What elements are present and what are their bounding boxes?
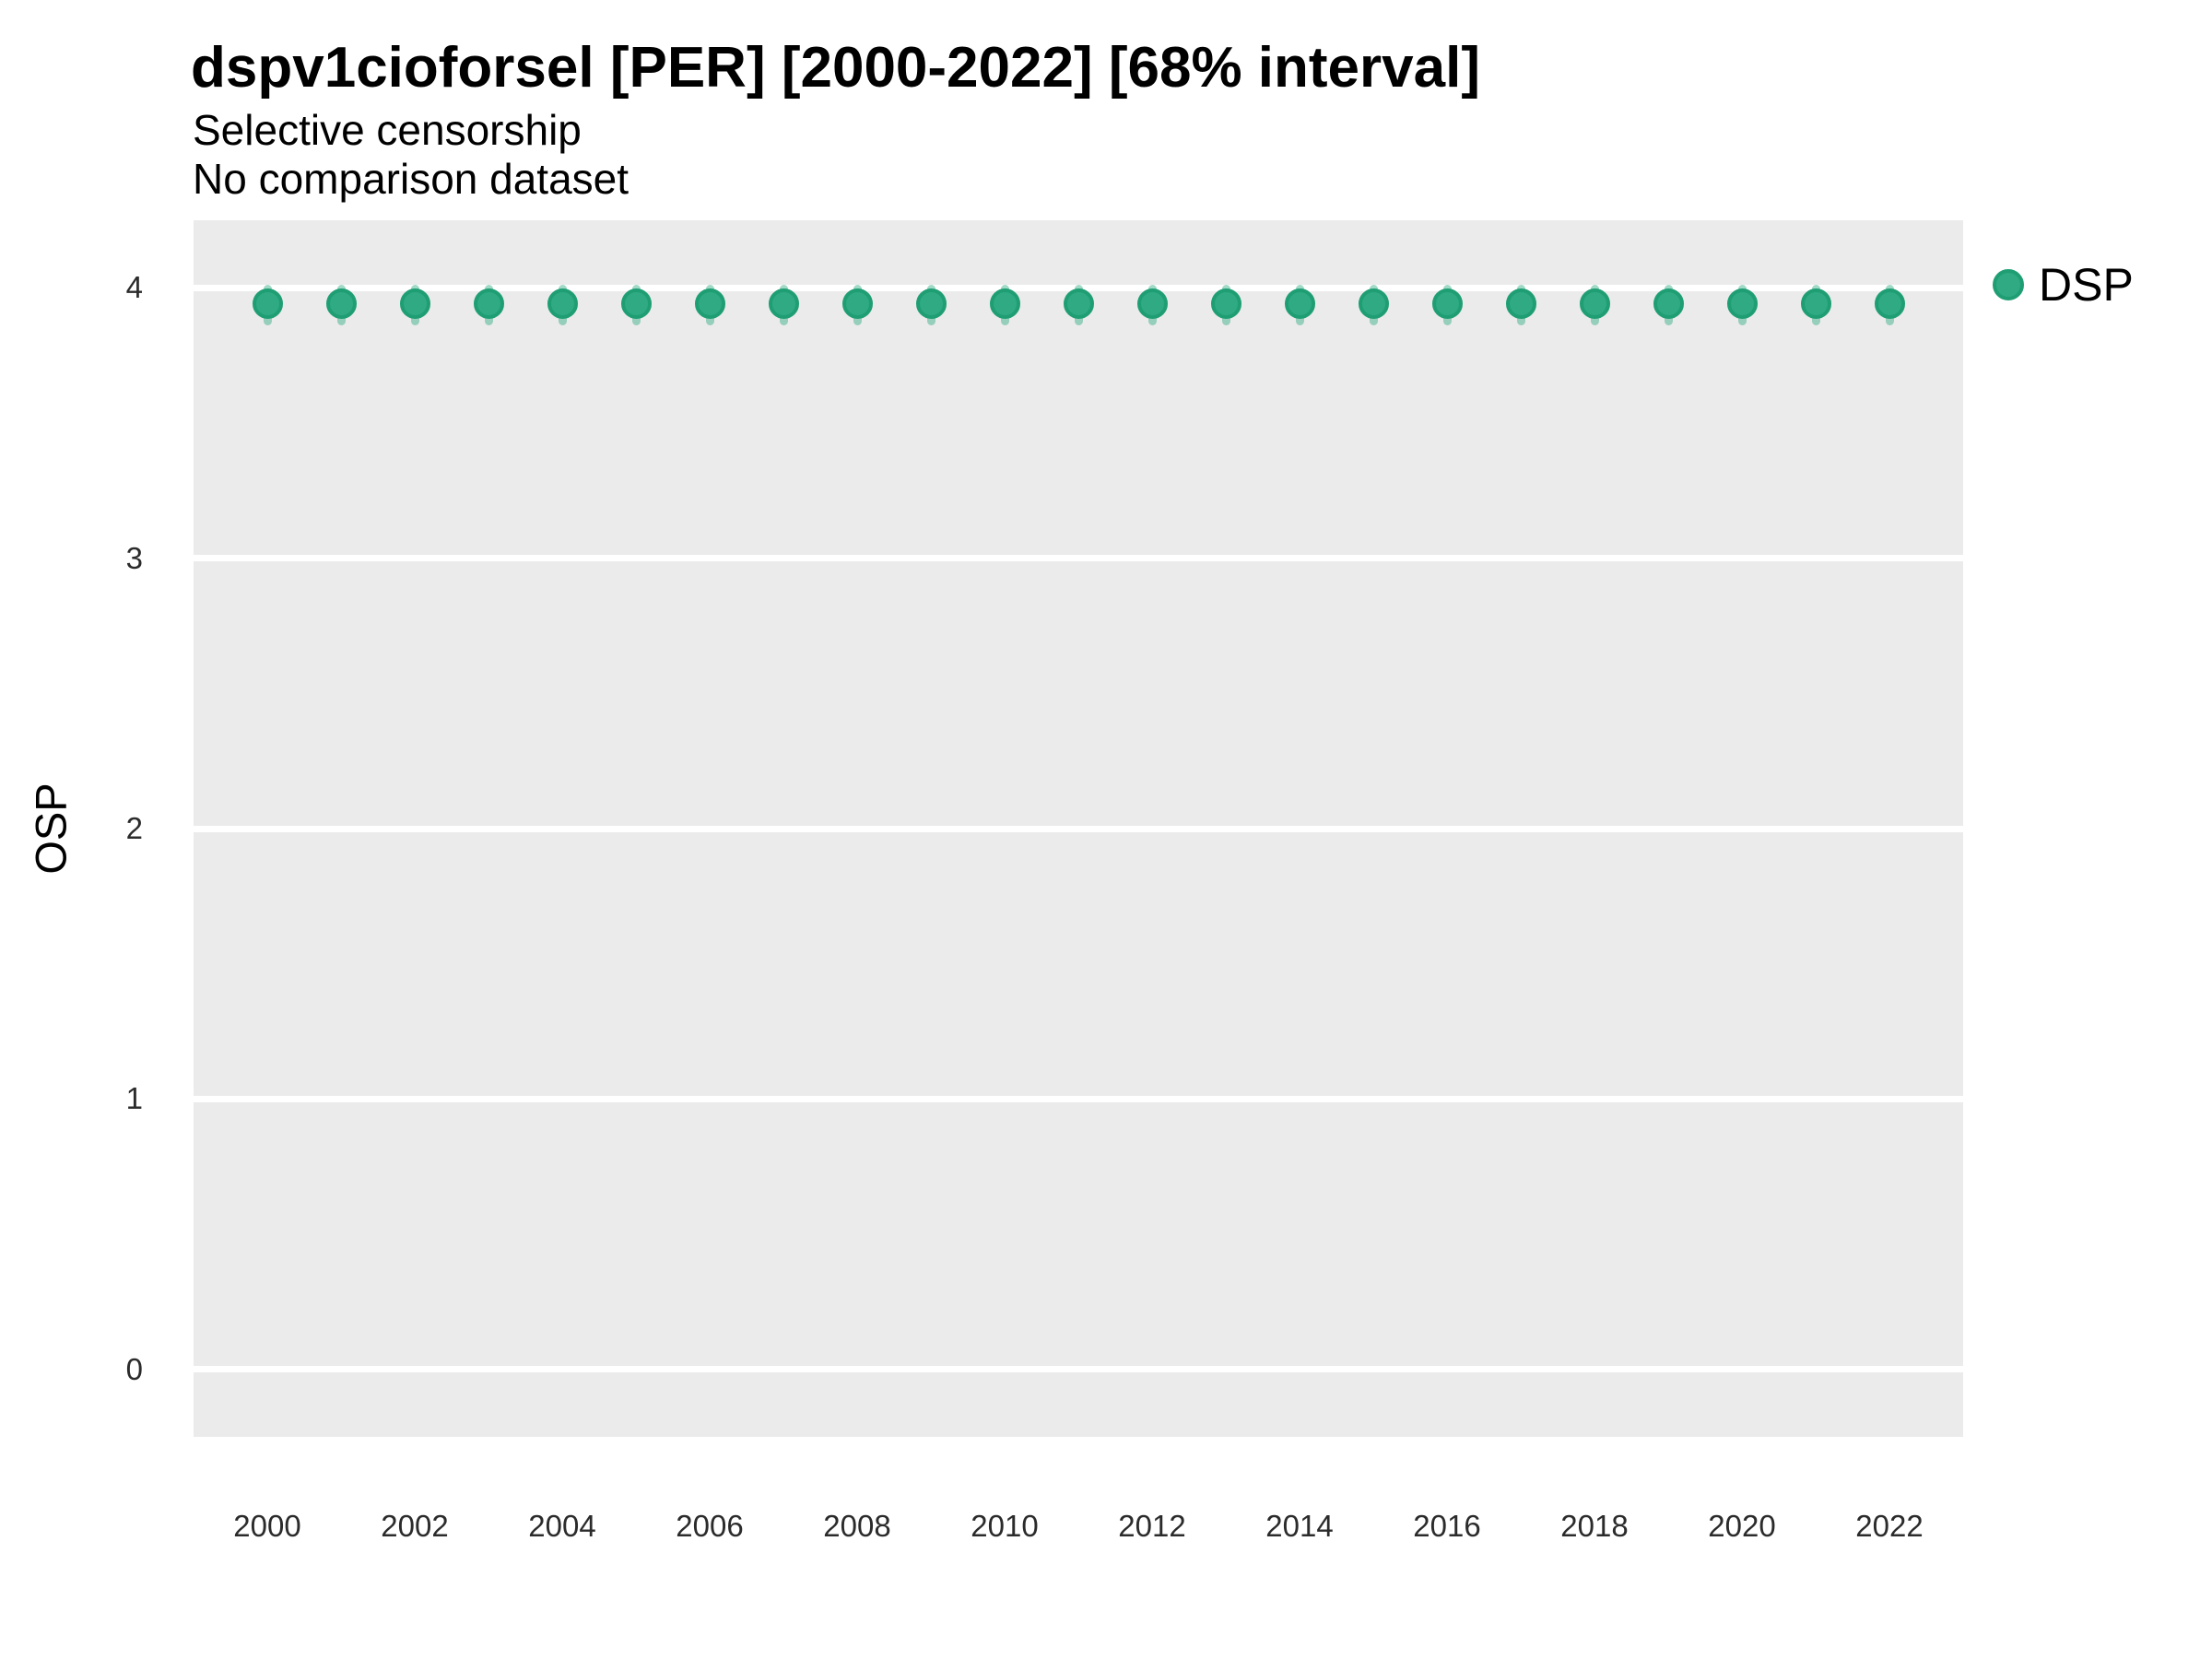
chart-subtitle-2: No comparison dataset bbox=[193, 155, 629, 203]
legend: DSP bbox=[1993, 258, 2134, 312]
data-point bbox=[841, 288, 873, 320]
data-point bbox=[1358, 288, 1389, 320]
y-tick-label: 4 bbox=[125, 270, 143, 305]
major-gridline-y bbox=[194, 1366, 1963, 1373]
major-gridline-y bbox=[194, 825, 1963, 832]
data-point bbox=[399, 288, 430, 320]
x-tick-label: 2014 bbox=[1265, 1509, 1334, 1543]
major-gridline-y bbox=[194, 555, 1963, 562]
y-tick-label: 0 bbox=[125, 1351, 143, 1386]
legend-point-icon bbox=[1993, 269, 2024, 300]
data-point bbox=[1063, 288, 1094, 320]
plot-panel bbox=[194, 220, 1963, 1437]
chart-title: dspv1cioforsel [PER] [2000-2022] [68% in… bbox=[191, 36, 1480, 100]
data-point bbox=[1505, 288, 1536, 320]
y-tick-label: 3 bbox=[125, 540, 143, 575]
data-point bbox=[1579, 288, 1610, 320]
x-tick-label: 2012 bbox=[1118, 1509, 1186, 1543]
data-point bbox=[1874, 288, 1905, 320]
x-tick-label: 2016 bbox=[1413, 1509, 1481, 1543]
x-tick-label: 2020 bbox=[1708, 1509, 1776, 1543]
data-point bbox=[1210, 288, 1241, 320]
x-tick-label: 2022 bbox=[1855, 1509, 1924, 1543]
x-tick-label: 2008 bbox=[823, 1509, 891, 1543]
chart-subtitle: Selective censorship bbox=[193, 106, 582, 154]
data-point bbox=[1800, 288, 1831, 320]
data-point bbox=[620, 288, 652, 320]
x-tick-label: 2004 bbox=[528, 1509, 596, 1543]
y-tick-label: 2 bbox=[125, 811, 143, 845]
x-tick-label: 2006 bbox=[676, 1509, 744, 1543]
data-point bbox=[768, 288, 799, 320]
x-tick-label: 2002 bbox=[381, 1509, 449, 1543]
data-point bbox=[473, 288, 504, 320]
data-point bbox=[325, 288, 357, 320]
data-point bbox=[1136, 288, 1168, 320]
y-axis-title: OSP bbox=[26, 782, 76, 875]
data-point bbox=[694, 288, 725, 320]
y-tick-label: 1 bbox=[125, 1081, 143, 1116]
data-point bbox=[1653, 288, 1684, 320]
data-point bbox=[915, 288, 947, 320]
data-point bbox=[1431, 288, 1463, 320]
major-gridline-y bbox=[194, 1095, 1963, 1102]
x-tick-label: 2018 bbox=[1560, 1509, 1629, 1543]
data-point bbox=[252, 288, 283, 320]
x-tick-label: 2000 bbox=[233, 1509, 301, 1543]
data-point bbox=[989, 288, 1020, 320]
legend-series-label: DSP bbox=[2039, 259, 2134, 311]
data-point bbox=[1726, 288, 1758, 320]
major-gridline-y bbox=[194, 284, 1963, 291]
data-point bbox=[547, 288, 578, 320]
x-tick-label: 2010 bbox=[971, 1509, 1039, 1543]
data-point bbox=[1284, 288, 1315, 320]
